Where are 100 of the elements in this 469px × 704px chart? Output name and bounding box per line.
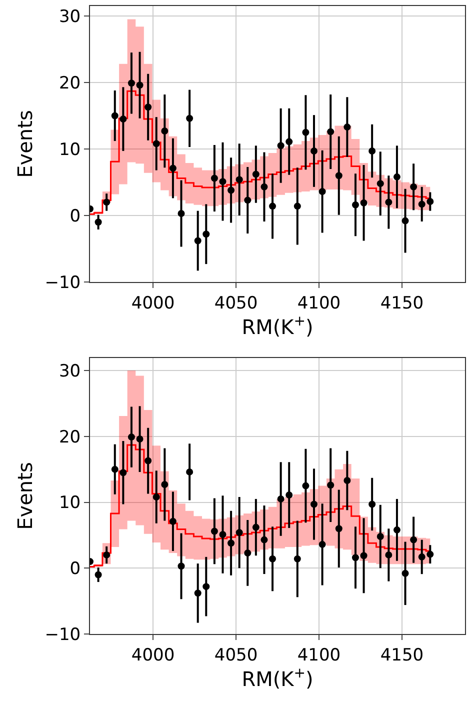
point bbox=[236, 176, 243, 184]
point bbox=[120, 469, 127, 476]
point bbox=[144, 457, 152, 464]
y-tick-label: 0 bbox=[70, 206, 81, 226]
x-axis-title: RM(K$^{+}$) bbox=[242, 313, 314, 339]
point bbox=[194, 237, 202, 244]
x-tick-label: 4150 bbox=[380, 645, 424, 666]
point bbox=[385, 551, 392, 558]
x-tick-label: 4000 bbox=[131, 645, 175, 666]
point bbox=[111, 466, 118, 473]
point bbox=[327, 128, 334, 136]
point bbox=[393, 173, 400, 180]
point bbox=[335, 172, 342, 180]
point bbox=[144, 104, 152, 111]
point bbox=[286, 492, 293, 499]
point bbox=[210, 174, 218, 182]
y-tick-label: 10 bbox=[58, 493, 81, 514]
point bbox=[161, 128, 168, 135]
y-tick-label: 30 bbox=[58, 361, 81, 382]
point bbox=[294, 555, 301, 562]
point bbox=[277, 495, 284, 502]
point bbox=[269, 202, 276, 210]
point bbox=[310, 147, 318, 154]
y-tick-label: 20 bbox=[58, 427, 81, 448]
point bbox=[194, 590, 202, 597]
point bbox=[202, 583, 210, 590]
point bbox=[344, 124, 351, 131]
point bbox=[360, 199, 368, 206]
point bbox=[368, 147, 376, 154]
point bbox=[178, 210, 185, 217]
point bbox=[385, 198, 392, 206]
point bbox=[228, 186, 235, 194]
point bbox=[286, 138, 293, 146]
point bbox=[310, 500, 318, 508]
point bbox=[186, 114, 194, 122]
point bbox=[202, 230, 210, 238]
y-axis-title: Events bbox=[13, 462, 38, 530]
point bbox=[152, 493, 160, 500]
point bbox=[269, 555, 276, 562]
point bbox=[327, 482, 334, 489]
point bbox=[352, 554, 359, 562]
point bbox=[210, 528, 218, 535]
point bbox=[244, 196, 252, 204]
point bbox=[186, 468, 194, 476]
point bbox=[426, 198, 434, 206]
x-tick-label: 4000 bbox=[131, 293, 175, 314]
point bbox=[252, 524, 260, 531]
point bbox=[219, 178, 226, 186]
point bbox=[426, 550, 434, 558]
point bbox=[236, 529, 243, 536]
x-tick-label: 4100 bbox=[297, 293, 341, 314]
point bbox=[169, 518, 176, 525]
point bbox=[302, 482, 310, 490]
point bbox=[294, 202, 301, 210]
y-tick-label: 30 bbox=[58, 6, 81, 27]
point bbox=[94, 218, 102, 226]
point bbox=[128, 434, 135, 441]
y-axis-title: Events bbox=[13, 110, 38, 178]
point bbox=[244, 549, 252, 556]
y-tick-label: 20 bbox=[58, 73, 81, 94]
point bbox=[178, 562, 185, 570]
point bbox=[418, 553, 426, 560]
point bbox=[219, 531, 226, 538]
point bbox=[169, 164, 176, 172]
y-tick-label: −10 bbox=[44, 624, 81, 645]
y-tick-label: −10 bbox=[44, 272, 81, 293]
x-axis-title: RM(K$^{+}$) bbox=[242, 665, 314, 691]
point bbox=[111, 112, 118, 120]
point bbox=[352, 201, 359, 208]
point bbox=[260, 536, 268, 544]
point bbox=[410, 536, 418, 544]
point bbox=[402, 570, 409, 577]
point bbox=[136, 82, 144, 89]
point bbox=[410, 183, 418, 190]
y-tick-label: 10 bbox=[58, 140, 81, 160]
point bbox=[128, 80, 135, 87]
x-tick-label: 4150 bbox=[380, 293, 424, 314]
point bbox=[360, 552, 368, 560]
point bbox=[335, 525, 342, 532]
point bbox=[252, 170, 260, 178]
x-tick-label: 4050 bbox=[214, 645, 258, 666]
point bbox=[103, 198, 110, 206]
point bbox=[418, 200, 426, 208]
point bbox=[344, 477, 351, 484]
point bbox=[402, 217, 409, 224]
point bbox=[376, 180, 384, 188]
point bbox=[228, 540, 235, 547]
point bbox=[94, 571, 102, 578]
point bbox=[277, 142, 284, 150]
y-tick-label: 0 bbox=[70, 559, 81, 580]
point bbox=[136, 436, 144, 443]
point bbox=[152, 140, 160, 148]
point bbox=[161, 480, 168, 488]
point bbox=[120, 116, 127, 123]
point bbox=[368, 500, 376, 508]
x-tick-label: 4050 bbox=[214, 293, 258, 314]
x-tick-label: 4100 bbox=[297, 645, 341, 666]
point bbox=[318, 540, 326, 548]
point bbox=[260, 183, 268, 190]
point bbox=[393, 526, 400, 534]
